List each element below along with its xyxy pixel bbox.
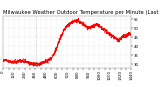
Text: Milwaukee Weather Outdoor Temperature per Minute (Last 24 Hours): Milwaukee Weather Outdoor Temperature pe… bbox=[3, 10, 160, 15]
